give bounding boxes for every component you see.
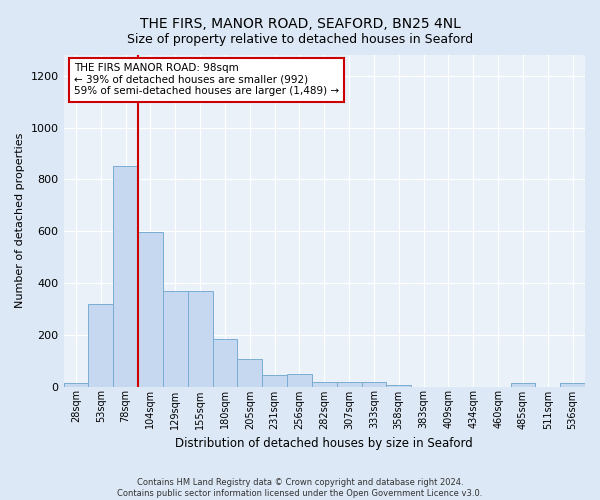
Bar bbox=[212, 338, 238, 386]
Bar bbox=[312, 382, 337, 386]
Bar bbox=[362, 382, 386, 386]
Bar bbox=[287, 374, 312, 386]
Bar bbox=[262, 375, 287, 386]
Bar bbox=[188, 290, 212, 386]
Bar bbox=[138, 232, 163, 386]
Text: Size of property relative to detached houses in Seaford: Size of property relative to detached ho… bbox=[127, 32, 473, 46]
X-axis label: Distribution of detached houses by size in Seaford: Distribution of detached houses by size … bbox=[175, 437, 473, 450]
Bar bbox=[386, 385, 411, 386]
Text: THE FIRS, MANOR ROAD, SEAFORD, BN25 4NL: THE FIRS, MANOR ROAD, SEAFORD, BN25 4NL bbox=[140, 18, 460, 32]
Bar bbox=[560, 383, 585, 386]
Y-axis label: Number of detached properties: Number of detached properties bbox=[15, 133, 25, 308]
Bar bbox=[511, 383, 535, 386]
Bar bbox=[163, 290, 188, 386]
Bar bbox=[337, 382, 362, 386]
Text: THE FIRS MANOR ROAD: 98sqm
← 39% of detached houses are smaller (992)
59% of sem: THE FIRS MANOR ROAD: 98sqm ← 39% of deta… bbox=[74, 64, 339, 96]
Bar bbox=[238, 360, 262, 386]
Bar bbox=[64, 384, 88, 386]
Bar bbox=[88, 304, 113, 386]
Text: Contains HM Land Registry data © Crown copyright and database right 2024.
Contai: Contains HM Land Registry data © Crown c… bbox=[118, 478, 482, 498]
Bar bbox=[113, 166, 138, 386]
